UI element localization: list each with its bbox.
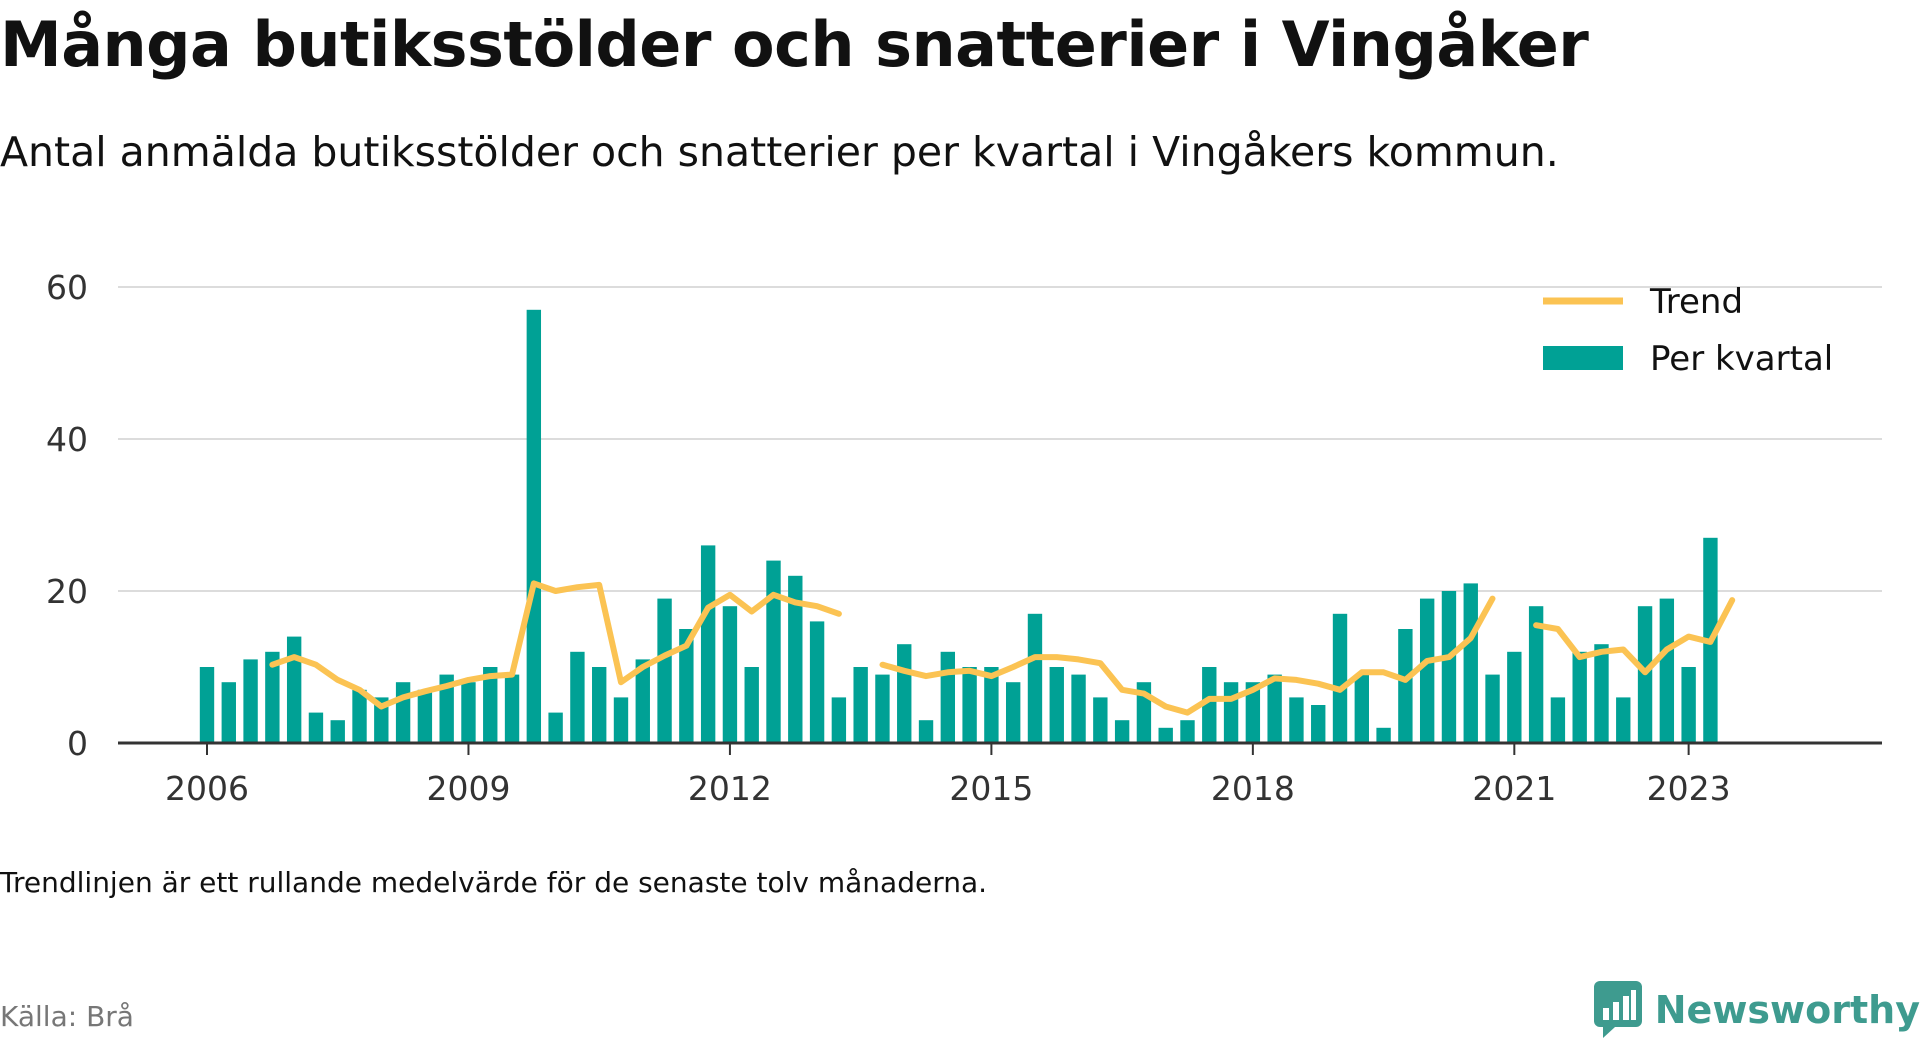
bar — [1659, 598, 1675, 743]
bar — [1354, 674, 1369, 743]
legend-trend-label: Trend — [1649, 282, 1743, 322]
bar — [1594, 644, 1609, 743]
bar — [984, 667, 999, 743]
bar — [439, 674, 454, 743]
bar — [286, 636, 302, 743]
trend-line — [879, 595, 1496, 716]
source-label: Källa: Brå — [0, 1000, 134, 1033]
bar — [461, 682, 476, 743]
bar — [1485, 674, 1500, 743]
bar — [1027, 613, 1043, 743]
bar — [548, 712, 563, 743]
bar — [1463, 583, 1478, 743]
chart-subtitle: Antal anmälda butiksstölder och snatteri… — [0, 128, 1559, 176]
chart-title: Många butiksstölder och snatterier i Vin… — [0, 8, 1589, 81]
bar — [570, 651, 585, 743]
bar — [940, 651, 956, 743]
trend-line — [269, 580, 842, 710]
bar — [526, 309, 542, 743]
bar — [1267, 674, 1282, 743]
bar — [221, 682, 236, 743]
bar — [1572, 651, 1587, 743]
bar — [199, 667, 215, 743]
bar — [766, 560, 781, 743]
bar — [308, 712, 324, 743]
bar — [1376, 727, 1391, 743]
bar — [1419, 598, 1435, 743]
x-tick-label: 2023 — [1647, 769, 1731, 808]
legend-bars-label: Per kvartal — [1650, 339, 1833, 379]
bar — [809, 621, 825, 743]
bar — [613, 697, 629, 743]
x-axis: 2006 2009 2012 2015 2018 2021 2023 — [118, 741, 1882, 808]
y-tick-label: 0 — [67, 724, 88, 763]
bar — [1528, 606, 1544, 743]
bar — [722, 606, 738, 743]
bars-per-kvartal — [199, 309, 1718, 743]
x-tick-label: 2018 — [1211, 769, 1295, 808]
bar — [243, 659, 258, 743]
bar — [395, 682, 411, 743]
legend-bars-swatch — [1543, 346, 1623, 370]
bar — [788, 575, 803, 743]
legend: Trend Per kvartal — [1543, 282, 1833, 379]
bar — [1049, 667, 1064, 743]
bar — [352, 689, 367, 743]
bar — [1441, 591, 1457, 743]
bar — [374, 697, 389, 743]
bar — [1550, 697, 1566, 743]
x-tick-label: 2015 — [949, 769, 1033, 808]
brand-logo: Newsworthy — [1593, 980, 1920, 1040]
bar — [330, 720, 345, 743]
bar — [1332, 613, 1348, 743]
x-tick-label: 2006 — [165, 769, 249, 808]
bar — [1398, 629, 1413, 743]
trend-line — [1533, 597, 1736, 676]
y-tick-label: 20 — [46, 572, 88, 611]
bar — [700, 545, 716, 743]
bar — [1005, 682, 1021, 743]
bar — [1158, 727, 1173, 743]
bar — [679, 629, 694, 743]
bar — [831, 697, 847, 743]
bar — [265, 651, 280, 743]
x-tick-label: 2009 — [426, 769, 510, 808]
bar — [918, 720, 934, 743]
y-tick-label: 40 — [46, 420, 88, 459]
bar — [1311, 705, 1326, 743]
newsworthy-logo-icon — [1593, 981, 1642, 1038]
bar — [592, 667, 607, 743]
bar — [744, 667, 759, 743]
x-tick-label: 2021 — [1472, 769, 1556, 808]
bar — [504, 674, 520, 743]
bar — [962, 667, 977, 743]
bar — [1114, 720, 1130, 743]
bar — [657, 598, 672, 743]
footnote: Trendlinjen är ett rullande medelvärde f… — [0, 866, 988, 899]
bar — [897, 644, 912, 743]
bar — [1616, 697, 1631, 743]
x-tick-label: 2012 — [688, 769, 772, 808]
bar — [1507, 651, 1522, 743]
bar — [875, 674, 890, 743]
bar — [1180, 720, 1195, 743]
bar — [1223, 682, 1239, 743]
bar — [1202, 667, 1217, 743]
bar — [1093, 697, 1108, 743]
trend-line-group — [269, 580, 1736, 716]
bar — [635, 659, 650, 743]
bar — [853, 667, 868, 743]
bar — [417, 689, 433, 743]
gridlines — [118, 286, 1882, 592]
bar — [1245, 682, 1261, 743]
bar — [483, 667, 498, 743]
y-axis-ticks: 0 20 40 60 — [46, 268, 88, 763]
bar — [1681, 667, 1696, 743]
bar — [1071, 674, 1086, 743]
bar — [1289, 697, 1304, 743]
y-tick-label: 60 — [46, 268, 88, 307]
brand-name: Newsworthy — [1654, 988, 1920, 1032]
